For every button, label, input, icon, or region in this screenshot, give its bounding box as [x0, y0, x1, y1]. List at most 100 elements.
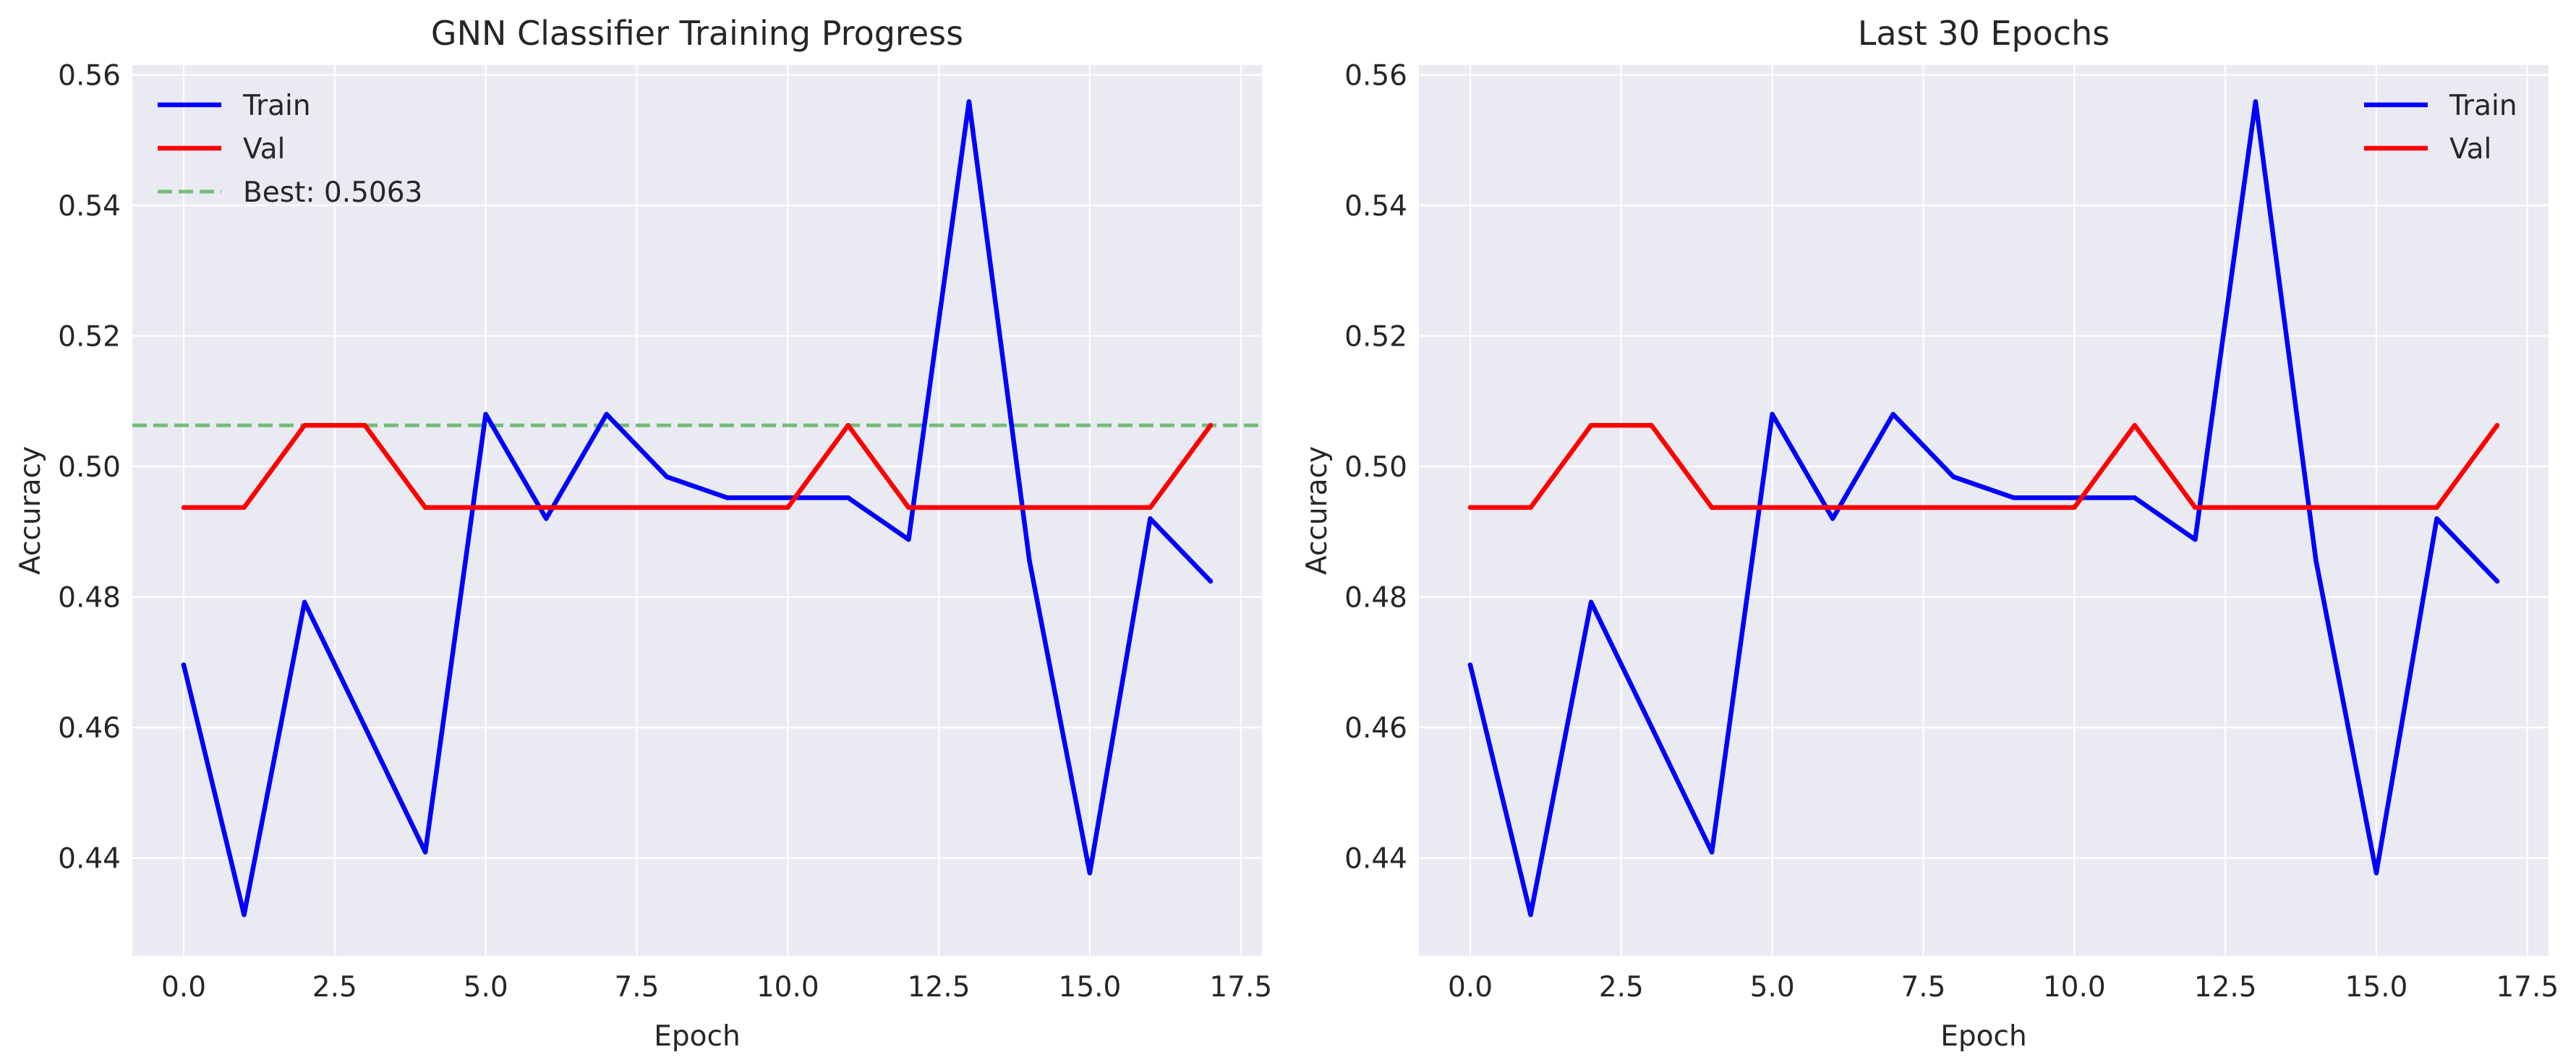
val-data-point	[1208, 423, 1214, 428]
train-series-line	[181, 99, 1214, 918]
val-data-point	[1027, 505, 1032, 510]
plot-area	[132, 65, 1262, 956]
legend: Train Val Best: 0.5063	[158, 90, 422, 209]
train-data-point	[2193, 537, 2198, 542]
x-tick-label: 0.0	[161, 971, 206, 1004]
y-tick-label: 0.56	[1344, 60, 1407, 93]
train-data-point	[1890, 411, 1895, 417]
y-tick-label: 0.52	[58, 321, 121, 354]
train-data-point	[1588, 599, 1594, 605]
val-data-point	[181, 505, 187, 510]
train-data-point	[1528, 912, 1533, 918]
train-data-point	[1087, 871, 1093, 876]
train-data-point	[2374, 871, 2379, 876]
train-data-point	[2494, 578, 2500, 584]
train-data-point	[1770, 411, 1775, 417]
x-tick-label: 2.5	[312, 971, 357, 1004]
y-axis-label: Accuracy	[14, 446, 47, 575]
val-data-point	[483, 505, 488, 510]
x-tick-label: 15.0	[1059, 971, 1122, 1004]
x-tick-label: 10.0	[2043, 971, 2106, 1004]
val-data-point	[2374, 505, 2379, 510]
train-data-point	[422, 850, 428, 855]
x-tick-label: 17.5	[1209, 971, 1272, 1004]
x-tick-label: 5.0	[1750, 971, 1795, 1004]
val-data-point	[1467, 505, 1473, 510]
train-data-point	[1148, 516, 1153, 521]
train-data-point	[725, 495, 730, 500]
x-tick-label: 12.5	[2194, 971, 2257, 1004]
val-data-point	[1890, 505, 1895, 510]
val-data-point	[2434, 505, 2439, 510]
train-data-point	[1208, 578, 1214, 584]
val-data-point	[906, 505, 911, 510]
val-data-point	[1649, 423, 1654, 428]
x-tick-label: 10.0	[756, 971, 819, 1004]
val-data-point	[543, 505, 549, 510]
train-data-point	[2132, 495, 2138, 500]
train-series-line	[1467, 99, 2500, 918]
y-tick-label: 0.54	[1344, 190, 1407, 223]
plot-area	[1419, 65, 2549, 956]
train-data-point	[2072, 495, 2077, 500]
val-data-point	[302, 423, 307, 428]
train-data-point	[2313, 557, 2319, 563]
val-data-point	[2132, 423, 2138, 428]
val-data-point	[2011, 505, 2016, 510]
legend-label: Train	[2449, 90, 2517, 122]
legend-label: Best: 0.5063	[243, 176, 422, 209]
y-tick-label: 0.44	[1344, 843, 1407, 876]
train-data-point	[2434, 516, 2439, 521]
val-data-point	[845, 423, 851, 428]
legend-label: Val	[2449, 133, 2491, 166]
y-tick-label: 0.50	[1344, 451, 1407, 484]
x-tick-label: 7.5	[614, 971, 659, 1004]
val-data-point	[2253, 505, 2259, 510]
val-data-point	[2494, 423, 2500, 428]
val-series-line	[181, 422, 1214, 510]
val-data-point	[242, 505, 247, 510]
chart-title: GNN Classifier Training Progress	[431, 14, 963, 53]
x-tick-label: 12.5	[908, 971, 971, 1004]
val-data-point	[1830, 505, 1835, 510]
train-data-point	[242, 912, 247, 918]
chart-panel-2: 0.44 0.46 0.48 0.50 0.52 0.54 0.56 0.0 2.5 5.0 7.5…	[1301, 14, 2559, 1053]
train-data-point	[1709, 850, 1715, 855]
x-tick-label: 5.0	[464, 971, 508, 1004]
train-data-point	[906, 537, 911, 542]
y-tick-label: 0.54	[58, 190, 121, 223]
legend-label: Val	[243, 133, 285, 166]
train-data-point	[2011, 495, 2016, 500]
x-tick-label: 17.5	[2496, 971, 2559, 1004]
train-data-point	[362, 725, 367, 730]
val-data-point	[1588, 423, 1594, 428]
train-data-point	[845, 495, 851, 500]
x-tick-label: 15.0	[2345, 971, 2408, 1004]
chart-panel-1: 0.44 0.46 0.48 0.50 0.52 0.54 0.56 0.0 2.5 5.0 7.5…	[14, 14, 1272, 1053]
val-series-line	[1467, 422, 2500, 510]
train-data-point	[2253, 99, 2259, 104]
x-tick-label: 7.5	[1901, 971, 1945, 1004]
legend-label: Train	[242, 90, 311, 122]
train-data-point	[966, 99, 972, 104]
train-data-point	[181, 662, 187, 667]
val-data-point	[725, 505, 730, 510]
val-data-point	[785, 505, 790, 510]
y-tick-label: 0.50	[58, 451, 121, 484]
train-data-point	[483, 411, 488, 417]
y-tick-label: 0.56	[58, 60, 121, 93]
y-tick-label: 0.44	[58, 843, 121, 876]
y-tick-label: 0.48	[1344, 582, 1407, 615]
val-data-point	[2072, 505, 2077, 510]
val-data-point	[1951, 505, 1956, 510]
train-data-point	[1027, 557, 1032, 563]
val-data-point	[1087, 505, 1093, 510]
train-data-point	[302, 599, 307, 605]
train-data-point	[785, 495, 790, 500]
val-data-point	[665, 505, 670, 510]
y-tick-label: 0.48	[58, 582, 121, 615]
train-data-point	[604, 411, 609, 417]
y-tick-label: 0.52	[1344, 321, 1407, 354]
val-data-point	[2193, 505, 2198, 510]
